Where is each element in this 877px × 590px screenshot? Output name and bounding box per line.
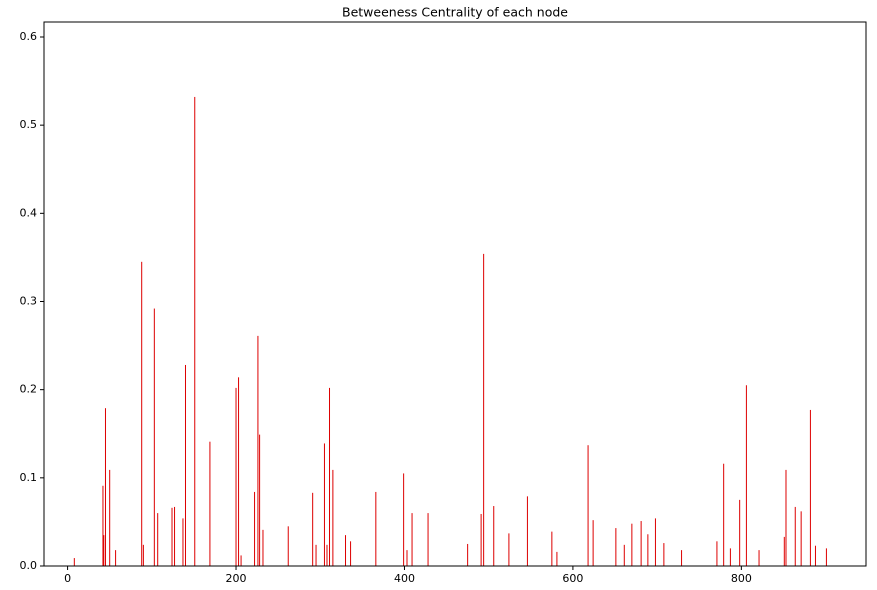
bar xyxy=(115,550,117,566)
x-tick-label: 600 xyxy=(562,572,583,585)
y-tick-label: 0.2 xyxy=(20,383,38,396)
bar xyxy=(240,555,242,566)
bar xyxy=(783,536,785,566)
x-tick-label: 0 xyxy=(64,572,71,585)
bar xyxy=(235,387,237,566)
x-tick-label: 800 xyxy=(731,572,752,585)
x-tick-label: 400 xyxy=(394,572,415,585)
bar xyxy=(411,513,413,566)
bar xyxy=(647,534,649,566)
bar xyxy=(814,545,816,566)
bar xyxy=(800,511,802,566)
bar xyxy=(102,485,104,566)
bar xyxy=(729,548,731,566)
bar xyxy=(654,518,656,566)
bar xyxy=(623,544,625,566)
bar xyxy=(209,441,211,566)
y-tick-label: 0.4 xyxy=(20,206,38,219)
bar xyxy=(184,364,186,566)
bar xyxy=(259,434,261,566)
bar xyxy=(681,550,683,566)
bar xyxy=(794,506,796,566)
bar xyxy=(323,443,325,566)
bar xyxy=(350,541,352,566)
y-tick-label: 0.1 xyxy=(20,471,38,484)
bar xyxy=(508,533,510,566)
bar xyxy=(254,491,256,566)
bar xyxy=(403,473,405,566)
chart-title: Betweeness Centrality of each node xyxy=(342,5,568,20)
bar xyxy=(493,506,495,566)
bar xyxy=(182,518,184,566)
bar xyxy=(587,445,589,566)
y-tick-label: 0.0 xyxy=(20,559,38,572)
bar xyxy=(109,469,111,566)
bar xyxy=(287,526,289,566)
bar xyxy=(262,529,264,566)
bar xyxy=(427,513,429,566)
bar xyxy=(758,550,760,566)
bar xyxy=(551,531,553,566)
bar xyxy=(631,523,633,566)
bar xyxy=(745,385,747,566)
bar xyxy=(142,544,144,566)
bar xyxy=(194,96,196,567)
bar xyxy=(171,507,173,566)
bar xyxy=(326,544,328,566)
plot-frame xyxy=(43,21,867,567)
y-tick-label: 0.5 xyxy=(20,118,38,131)
bar xyxy=(825,548,827,566)
bar xyxy=(467,543,469,566)
bar xyxy=(406,550,408,566)
bar xyxy=(526,496,528,566)
bar xyxy=(103,535,105,566)
bar xyxy=(329,387,331,566)
bar xyxy=(739,499,741,566)
y-tick-label: 0.3 xyxy=(20,294,38,307)
bar xyxy=(592,520,594,566)
bar xyxy=(480,513,482,566)
bar xyxy=(315,544,317,566)
bar xyxy=(153,308,155,566)
bar xyxy=(257,335,259,566)
bar xyxy=(809,409,811,566)
bar xyxy=(332,469,334,566)
bar xyxy=(640,521,642,566)
bar xyxy=(375,491,377,566)
bar xyxy=(723,463,725,566)
bar xyxy=(483,253,485,566)
bar xyxy=(615,528,617,566)
bar xyxy=(312,492,314,566)
bar xyxy=(238,377,240,566)
bar xyxy=(157,513,159,566)
bar xyxy=(785,469,787,566)
bar xyxy=(663,543,665,566)
bar xyxy=(104,408,106,566)
bar xyxy=(73,558,75,566)
x-tick-label: 200 xyxy=(226,572,247,585)
bar xyxy=(716,541,718,566)
bar xyxy=(141,261,143,566)
bar xyxy=(174,506,176,566)
bar xyxy=(345,535,347,566)
y-tick-label: 0.6 xyxy=(20,30,38,43)
bar xyxy=(556,551,558,566)
